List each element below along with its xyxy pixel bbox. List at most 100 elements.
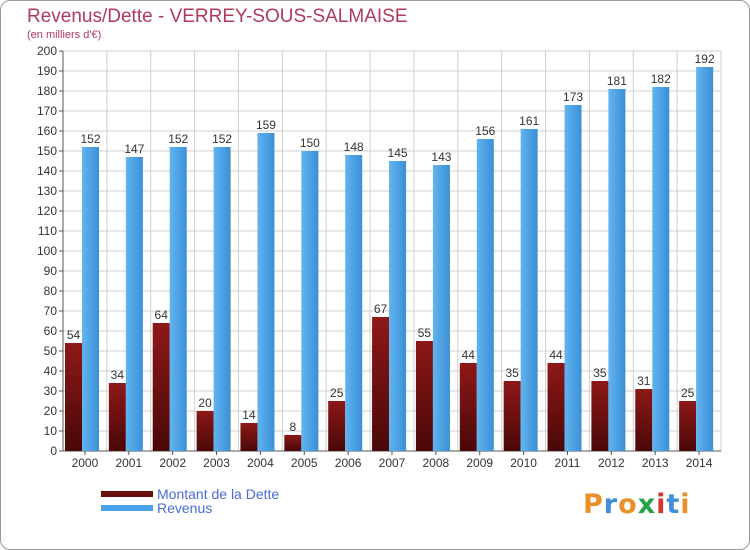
- y-tick-label: 110: [38, 224, 57, 238]
- bar-dette: [635, 389, 653, 451]
- data-label-dette: 25: [681, 386, 695, 400]
- bar-revenus: [82, 147, 99, 451]
- bar-revenus: [301, 151, 319, 451]
- bars: [65, 67, 714, 451]
- data-label-dette: 54: [67, 328, 81, 342]
- y-tick-label: 40: [44, 364, 58, 378]
- y-tick-label: 100: [37, 244, 57, 258]
- x-tick-label: 2011: [555, 456, 581, 470]
- legend-item-revenus: Revenus: [101, 500, 279, 516]
- y-tick-label: 160: [37, 124, 57, 138]
- y-tick-label: 0: [50, 444, 57, 458]
- data-label-revenus: 173: [563, 90, 583, 104]
- bar-revenus: [652, 87, 670, 451]
- y-tick-label: 70: [44, 304, 58, 318]
- data-label-dette: 25: [330, 386, 344, 400]
- y-tick-label: 200: [37, 44, 57, 58]
- data-label-dette: 67: [374, 302, 388, 316]
- x-tick-label: 2012: [598, 456, 625, 470]
- x-tick-label: 2000: [72, 456, 99, 470]
- data-labels: 54 152 34 147 64 152 20 152 14 159 8 150 25 148 67 145 5…: [67, 52, 715, 434]
- logo-letter: x: [637, 489, 657, 520]
- data-label-dette: 14: [242, 408, 256, 422]
- bar-dette: [328, 401, 346, 451]
- bar-dette: [152, 323, 170, 451]
- bar-revenus: [432, 165, 450, 451]
- legend-swatch-revenus: [101, 505, 153, 511]
- bar-revenus: [476, 139, 494, 451]
- logo-letter: o: [618, 489, 638, 520]
- y-tick-label: 150: [37, 144, 57, 158]
- y-tick-label: 80: [44, 284, 58, 298]
- data-label-revenus: 159: [256, 118, 276, 132]
- bar-revenus: [257, 133, 275, 451]
- logo-letter: i: [656, 489, 667, 520]
- bar-dette: [372, 317, 390, 451]
- data-label-dette: 20: [198, 396, 212, 410]
- data-label-dette: 55: [418, 326, 432, 340]
- legend-label-revenus: Revenus: [157, 500, 213, 516]
- bar-dette: [459, 363, 477, 451]
- y-tick-label: 50: [44, 344, 58, 358]
- x-tick-label: 2004: [247, 456, 274, 470]
- data-label-revenus: 182: [651, 72, 671, 86]
- bar-dette: [679, 401, 697, 451]
- data-label-revenus: 192: [695, 52, 715, 66]
- bar-dette: [284, 435, 302, 451]
- bar-dette: [415, 341, 433, 451]
- x-tick-label: 2002: [159, 456, 186, 470]
- data-label-revenus: 152: [212, 132, 232, 146]
- logo-letter: t: [666, 489, 681, 520]
- data-label-dette: 64: [155, 308, 169, 322]
- x-tick-label: 2008: [423, 456, 450, 470]
- data-label-dette: 35: [505, 366, 519, 380]
- bar-dette: [240, 423, 258, 451]
- chart-title: Revenus/Dette - VERREY-SOUS-SALMAISE: [27, 6, 408, 27]
- y-tick-label: 170: [37, 104, 57, 118]
- bar-dette: [591, 381, 609, 451]
- y-tick-label: 60: [44, 324, 58, 338]
- bar-dette: [196, 411, 214, 451]
- data-label-dette: 35: [593, 366, 607, 380]
- data-label-revenus: 181: [607, 74, 627, 88]
- legend-label-dette: Montant de la Dette: [157, 486, 280, 502]
- bar-dette: [108, 383, 126, 451]
- data-label-revenus: 152: [80, 132, 100, 146]
- bar-revenus: [345, 155, 363, 451]
- data-label-revenus: 152: [168, 132, 188, 146]
- bar-revenus: [608, 89, 626, 451]
- data-label-revenus: 161: [519, 114, 539, 128]
- y-tick-label: 90: [44, 264, 58, 278]
- y-tick-label: 140: [37, 164, 57, 178]
- legend-swatch-dette: [101, 491, 153, 497]
- y-tick-label: 190: [37, 64, 57, 78]
- bar-dette: [547, 363, 565, 451]
- legend-item-dette: Montant de la Dette: [101, 486, 280, 502]
- data-label-dette: 44: [549, 348, 563, 362]
- data-label-revenus: 143: [431, 150, 451, 164]
- bar-revenus: [125, 157, 143, 451]
- x-tick-label: 2007: [379, 456, 406, 470]
- bar-dette: [65, 343, 82, 451]
- bar-revenus: [520, 129, 538, 451]
- bar-revenus: [696, 67, 714, 451]
- logo-letter: P: [583, 489, 604, 520]
- x-tick-label: 2003: [203, 456, 230, 470]
- bar-revenus: [169, 147, 187, 451]
- chart-subtitle: (en milliers d'€): [27, 29, 102, 41]
- y-tick-label: 10: [44, 424, 58, 438]
- x-tick-label: 2006: [335, 456, 362, 470]
- data-label-dette: 31: [637, 374, 651, 388]
- logo-letter: r: [603, 489, 619, 520]
- x-tick-label: 2010: [510, 456, 537, 470]
- x-tick-label: 2005: [291, 456, 318, 470]
- legend: Montant de la Dette Revenus: [101, 486, 280, 516]
- data-label-revenus: 147: [124, 142, 144, 156]
- y-tick-label: 180: [37, 84, 57, 98]
- x-tick-label: 2009: [466, 456, 493, 470]
- proxiti-logo: Proxiti: [583, 489, 691, 520]
- data-label-revenus: 145: [388, 146, 408, 160]
- y-tick-label: 20: [44, 404, 58, 418]
